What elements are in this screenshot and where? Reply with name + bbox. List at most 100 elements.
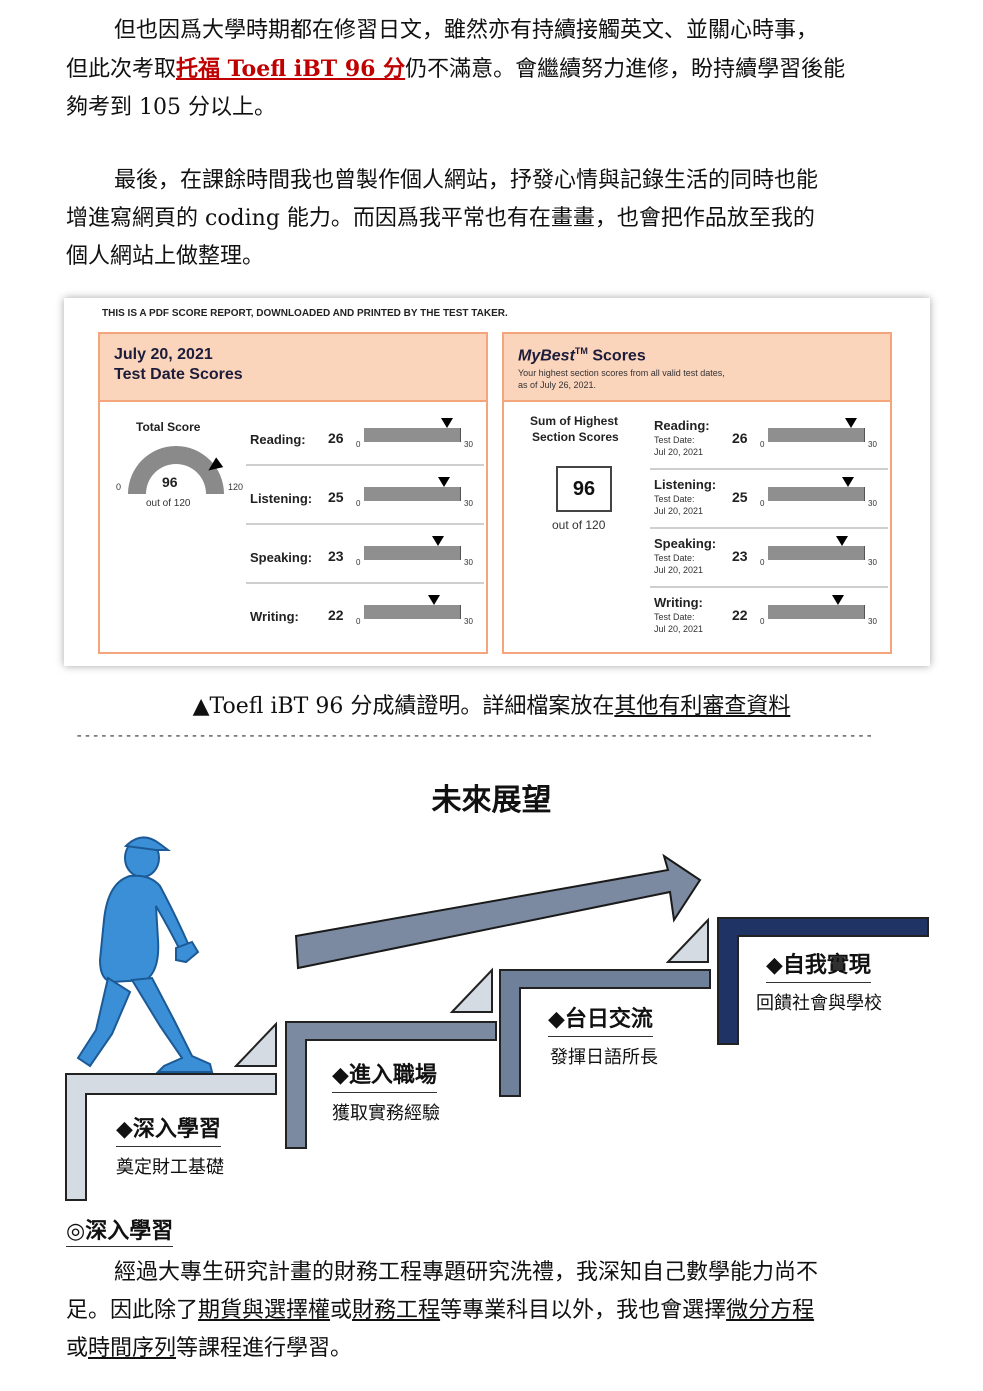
- scale-min: 0: [356, 558, 361, 567]
- score-bar: [364, 546, 461, 560]
- scale-min: 0: [760, 617, 765, 626]
- report-note: THIS IS A PDF SCORE REPORT, DOWNLOADED A…: [102, 308, 508, 319]
- mybest-sub1: Your highest section scores from all val…: [518, 368, 725, 378]
- sec-l3-b: 等課程進行學習。: [176, 1336, 353, 1361]
- test-date-value: Jul 20, 2021: [654, 624, 704, 634]
- section-name: Writing:: [250, 609, 299, 624]
- step2-desc: 獲取實務經驗: [332, 1103, 440, 1124]
- future-title: 未來展望: [431, 783, 552, 818]
- scale-max: 30: [868, 440, 877, 449]
- test-date: July 20, 2021: [114, 346, 213, 363]
- progress-arrow: [294, 853, 702, 970]
- scale-min: 0: [760, 440, 765, 449]
- paragraph-toefl: 但也因爲大學時期都在修習日文，雖然亦有持續接觸英文、並關心時事， 但此次考取托福…: [66, 12, 926, 127]
- para1-line3: 夠考到 105 分以上。: [66, 95, 276, 120]
- mybest-section-score: 25: [732, 489, 748, 505]
- mybest-section-score: 22: [732, 607, 748, 623]
- scale-min: 0: [356, 499, 361, 508]
- step2-shape: [285, 1021, 497, 1149]
- para1-line1: 但也因爲大學時期都在修習日文，雖然亦有持續接觸英文、並關心時事，: [114, 18, 819, 43]
- scale-min: 0: [760, 499, 765, 508]
- row-divider: [650, 468, 888, 470]
- mybest-total-box: 96: [556, 466, 612, 512]
- scale-max: 30: [464, 558, 473, 567]
- mybest-score-marker: [842, 477, 854, 487]
- row-divider: [246, 464, 484, 466]
- score-bar: [364, 605, 461, 619]
- section-score: 23: [328, 548, 344, 564]
- para2-line3: 個人網站上做整理。: [66, 244, 265, 269]
- mybest-scores-panel: MyBestTM Scores Your highest section sco…: [502, 332, 892, 654]
- test-date-value: Jul 20, 2021: [654, 506, 704, 516]
- sec-line2: 足。因此除了期貨與選擇權或財務工程等專業科目以外，我也會選擇微分方程: [66, 1292, 926, 1330]
- score-marker: [428, 595, 441, 605]
- sec-line3: 或時間序列等課程進行學習。: [66, 1330, 926, 1368]
- step4-shape: [717, 917, 929, 1045]
- test-date-label: Test Date:: [654, 612, 695, 622]
- test-date-label: Test Date:: [654, 553, 695, 563]
- step4-desc: 回饋社會與學校: [756, 993, 882, 1014]
- sec-l2-b: 或: [330, 1298, 353, 1323]
- row-divider: [650, 586, 888, 588]
- sec-l2-c: 等專業科目以外，我也會選擇: [440, 1298, 727, 1323]
- caption-link[interactable]: 其他有利審查資料: [614, 694, 791, 719]
- sec-course-timeseries: 時間序列: [88, 1336, 177, 1361]
- gauge-needle: [208, 457, 224, 471]
- step3-triangle: [665, 917, 709, 963]
- section-name: Listening:: [250, 491, 313, 506]
- section-score: 26: [328, 430, 344, 446]
- sec-line1: 經過大專生研究計畫的財務工程專題研究洗禮，我深知自己數學能力尚不: [114, 1260, 819, 1285]
- test-date-value: Jul 20, 2021: [654, 565, 704, 575]
- scale-max: 30: [464, 617, 473, 626]
- score-bar: [364, 428, 461, 442]
- mybest-score-marker: [832, 595, 845, 605]
- mybest-score-bar: [768, 605, 865, 619]
- report-caption: ▲Toefl iBT 96 分成績證明。詳細檔案放在其他有利審查資料: [0, 688, 983, 720]
- walking-person-icon: [76, 836, 214, 1073]
- step3-shape: [499, 969, 711, 1097]
- row-divider: [650, 527, 888, 529]
- step3-title: ◆台日交流: [548, 1004, 653, 1037]
- caption-text: ▲Toefl iBT 96 分成績證明。詳細檔案放在: [192, 694, 615, 719]
- step4-title: ◆自我實現: [766, 950, 871, 983]
- divider-line: ----------------------------------------…: [75, 728, 874, 744]
- step1-shape: [65, 1073, 277, 1201]
- test-date-scores-panel: July 20, 2021 Test Date Scores Total Sco…: [98, 332, 488, 654]
- sec-course-fineng: 財務工程: [352, 1298, 441, 1323]
- score-marker: [438, 477, 450, 487]
- sum-highest-label1: Sum of Highest: [530, 414, 619, 428]
- test-date-label: Test Date:: [654, 494, 695, 504]
- total-score-label: Total Score: [136, 420, 201, 434]
- mybest-title-rest: Scores: [587, 347, 646, 365]
- step1-title: ◆深入學習: [116, 1114, 221, 1147]
- toefl-score-report: THIS IS A PDF SCORE REPORT, DOWNLOADED A…: [64, 298, 930, 666]
- step1-triangle: [233, 1021, 277, 1067]
- section-score: 25: [328, 489, 344, 505]
- mybest-score-marker: [835, 536, 848, 546]
- scale-min: 0: [356, 440, 361, 449]
- gauge-max: 120: [228, 482, 244, 492]
- section-heading: ◎深入學習: [66, 1216, 174, 1247]
- mybest-section-name: Writing:: [654, 595, 703, 610]
- scale-max: 30: [464, 440, 473, 449]
- mybest-score-bar: [768, 428, 865, 442]
- para2-line2: 增進寫網頁的 coding 能力。而因爲我平常也有在畫畫，也會把作品放至我的: [66, 206, 815, 231]
- test-date-value: Jul 20, 2021: [654, 447, 704, 457]
- score-marker: [441, 418, 454, 428]
- mybest-section-score: 26: [732, 430, 748, 446]
- mybest-section-name: Speaking:: [654, 536, 717, 551]
- scale-min: 0: [356, 617, 361, 626]
- mybest-section-name: Reading:: [654, 418, 710, 433]
- test-date-scores-title: Test Date Scores: [114, 366, 243, 383]
- gauge-arc: [128, 446, 224, 494]
- mybest-score-bar: [768, 487, 865, 501]
- score-bar: [364, 487, 461, 501]
- section-name: Speaking:: [250, 550, 313, 565]
- step2-triangle: [449, 967, 493, 1013]
- mybest-score-bar: [768, 546, 865, 560]
- mybest-section-score: 23: [732, 548, 748, 564]
- scale-max: 30: [868, 558, 877, 567]
- row-divider: [246, 523, 484, 525]
- score-marker: [431, 536, 444, 546]
- scale-max: 30: [868, 499, 877, 508]
